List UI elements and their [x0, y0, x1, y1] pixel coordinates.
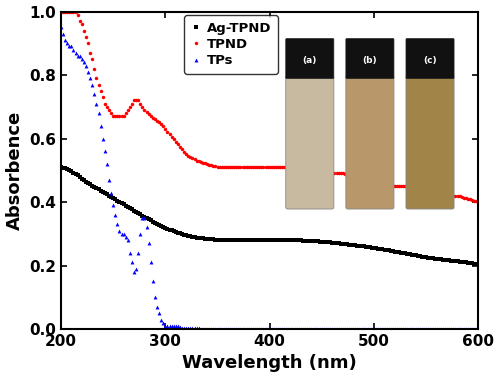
- Ag-TPND: [284, 238, 290, 242]
- Line: TPND: TPND: [59, 10, 480, 204]
- TPND: [476, 200, 482, 204]
- Ag-TPND: [60, 166, 66, 170]
- TPs: [286, 327, 292, 331]
- TPs: [212, 327, 218, 331]
- TPND: [284, 165, 290, 169]
- TPND: [440, 192, 446, 197]
- TPs: [236, 327, 242, 331]
- TPs: [58, 25, 64, 30]
- Legend: Ag-TPND, TPND, TPs: Ag-TPND, TPND, TPs: [184, 15, 278, 74]
- TPND: [58, 9, 64, 14]
- TPs: [442, 327, 448, 331]
- X-axis label: Wavelength (nm): Wavelength (nm): [182, 355, 357, 372]
- TPND: [96, 82, 102, 87]
- TPND: [60, 9, 66, 14]
- Line: Ag-TPND: Ag-TPND: [60, 166, 480, 266]
- TPs: [476, 327, 482, 331]
- TPs: [60, 31, 66, 36]
- TPs: [96, 111, 102, 115]
- TPND: [234, 165, 239, 169]
- Ag-TPND: [58, 165, 64, 169]
- TPs: [204, 327, 210, 331]
- Ag-TPND: [234, 238, 239, 242]
- Ag-TPND: [476, 262, 482, 266]
- Ag-TPND: [96, 187, 102, 192]
- Line: TPs: TPs: [59, 25, 480, 331]
- Ag-TPND: [210, 237, 216, 242]
- Y-axis label: Absorbence: Absorbence: [6, 111, 24, 230]
- Ag-TPND: [440, 257, 446, 262]
- TPND: [210, 164, 216, 168]
